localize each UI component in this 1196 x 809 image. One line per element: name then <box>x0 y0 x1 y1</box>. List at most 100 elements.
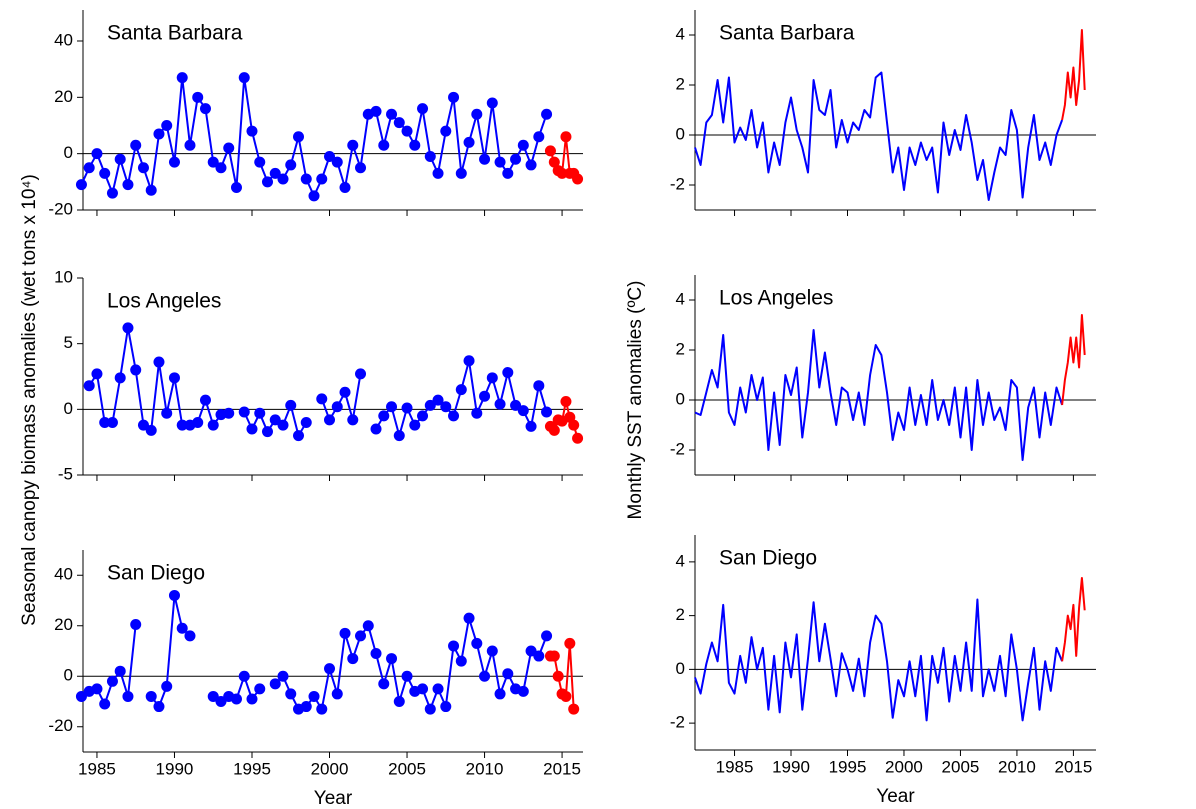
data-point <box>153 701 165 713</box>
x-tick-label: 1990 <box>772 757 810 776</box>
data-point <box>463 355 475 367</box>
x-tick-label: 2010 <box>998 757 1036 776</box>
x-tick-label: 2015 <box>543 759 581 778</box>
data-point <box>370 648 382 660</box>
data-point <box>548 424 560 436</box>
data-point <box>525 159 537 171</box>
series-line <box>80 76 548 197</box>
data-point <box>440 125 452 137</box>
data-point <box>168 589 180 601</box>
y-tick-label: 0 <box>676 389 685 408</box>
data-point <box>238 670 250 682</box>
data-point <box>161 407 173 419</box>
data-point <box>401 670 413 682</box>
data-point <box>370 423 382 435</box>
data-point <box>572 432 584 444</box>
data-point <box>99 698 111 710</box>
data-point <box>277 670 289 682</box>
data-point <box>362 620 374 632</box>
data-point <box>494 688 506 700</box>
series-line <box>1061 314 1086 406</box>
x-tick-label: 1990 <box>156 759 194 778</box>
x-axis-label: Year <box>876 786 915 807</box>
data-point <box>463 136 475 148</box>
data-point <box>401 125 413 137</box>
data-point <box>316 703 328 715</box>
data-point <box>533 650 545 662</box>
panel-title: Los Angeles <box>107 290 221 313</box>
y-tick-label: 5 <box>64 333 73 352</box>
data-point <box>541 406 553 418</box>
data-point <box>471 637 483 649</box>
data-point <box>331 401 343 413</box>
data-point <box>486 645 498 657</box>
data-point <box>285 399 297 411</box>
data-point <box>145 690 157 702</box>
data-point <box>556 167 568 179</box>
data-point <box>331 688 343 700</box>
data-point <box>479 670 491 682</box>
data-point <box>122 322 134 334</box>
y-tick-label: -2 <box>670 174 685 193</box>
data-point <box>424 703 436 715</box>
y-tick-label: -2 <box>670 713 685 732</box>
data-point <box>347 414 359 426</box>
y-tick-label: 4 <box>676 551 685 570</box>
data-point <box>331 156 343 168</box>
data-point <box>510 399 522 411</box>
data-point <box>355 162 367 174</box>
data-point <box>137 162 149 174</box>
data-point <box>417 683 429 695</box>
data-point <box>517 139 529 151</box>
y-tick-label: 20 <box>54 615 73 634</box>
data-point <box>316 173 328 185</box>
data-point <box>378 410 390 422</box>
data-point <box>544 145 556 157</box>
y-tick-label: 40 <box>54 565 73 584</box>
data-point <box>122 179 134 191</box>
panel-title: San Diego <box>719 547 817 570</box>
data-point <box>161 680 173 692</box>
data-point <box>207 419 219 431</box>
data-point <box>316 393 328 405</box>
data-point <box>99 416 111 428</box>
data-point <box>176 419 188 431</box>
data-point <box>238 72 250 84</box>
series-line <box>694 329 1064 461</box>
data-point <box>215 696 227 707</box>
y-tick-label: 2 <box>676 74 685 93</box>
y-tick-label: 0 <box>676 124 685 143</box>
data-point <box>548 156 560 168</box>
data-point <box>153 128 165 140</box>
data-point <box>393 117 405 129</box>
data-point <box>161 119 173 131</box>
data-point <box>184 139 196 151</box>
data-point <box>130 139 142 151</box>
data-point <box>324 663 336 675</box>
data-point <box>223 142 235 154</box>
data-point <box>91 368 103 380</box>
data-point <box>246 125 258 137</box>
data-point <box>106 187 118 199</box>
panel-title: San Diego <box>107 562 205 585</box>
panel-title: Santa Barbara <box>107 22 243 45</box>
y-tick-label: 4 <box>676 24 685 43</box>
data-point <box>269 678 281 690</box>
data-point <box>517 405 529 417</box>
data-point <box>199 103 211 115</box>
x-tick-label: 1995 <box>233 759 271 778</box>
data-point <box>448 640 460 652</box>
data-point <box>347 139 359 151</box>
data-point <box>572 173 584 185</box>
data-point <box>517 685 529 697</box>
data-point <box>417 103 429 115</box>
y-tick-label: -20 <box>48 199 73 218</box>
data-point <box>285 688 297 700</box>
data-point <box>378 678 390 690</box>
series-line <box>80 594 548 711</box>
data-point <box>502 668 514 680</box>
data-point <box>254 407 266 419</box>
data-point <box>207 690 219 702</box>
data-point <box>269 167 281 179</box>
x-tick-label: 2015 <box>1054 757 1092 776</box>
